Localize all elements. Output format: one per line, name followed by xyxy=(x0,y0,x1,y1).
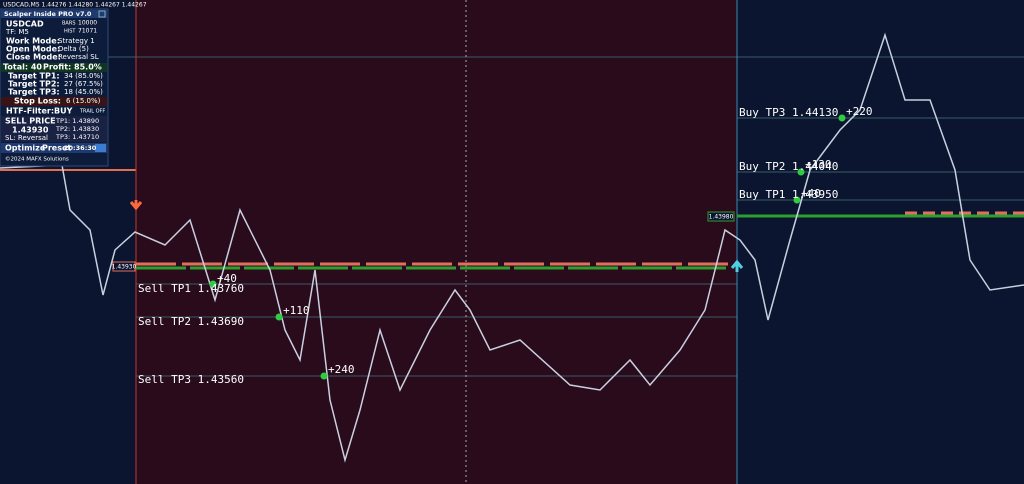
close-mode-label: Close Mode: xyxy=(6,53,61,62)
optimize-button[interactable]: Optimize xyxy=(5,144,46,153)
tp3-label: Target TP3: xyxy=(8,88,60,97)
work-mode-label: Work Mode: xyxy=(6,37,60,46)
tp3: 18 (45.0%) xyxy=(64,88,103,96)
bg-buy-zone xyxy=(737,0,1024,484)
profit: Profit: 85.0% xyxy=(43,63,102,72)
buy-tp3: Buy TP3 1.44130 xyxy=(739,106,838,119)
bars-label: BARS xyxy=(62,21,76,27)
timeframe: TF: M5 xyxy=(5,28,29,36)
buy-arrow xyxy=(730,259,744,272)
tp2: 27 (67.5%) xyxy=(64,80,103,88)
htf: BUY xyxy=(54,107,73,116)
price-tag xyxy=(707,211,735,222)
tp2-label: Target TP2: xyxy=(8,80,60,89)
sig-tp3: TP3: 1.43710 xyxy=(55,133,99,141)
time: 20:36:30 xyxy=(64,144,97,152)
buy-pips: +220 xyxy=(846,105,873,118)
panel-titlebar xyxy=(1,10,107,18)
hit-dot xyxy=(320,372,328,380)
buy-entry-tag: 1.43980 xyxy=(709,214,734,221)
close-mode: Reversal SL xyxy=(58,53,99,61)
trail: TRAIL OFF xyxy=(79,109,105,115)
bg-sell-zone xyxy=(136,0,737,484)
symbol: USDCAD xyxy=(6,20,44,29)
total: Total: 40 xyxy=(3,63,42,72)
hit-dots xyxy=(209,114,846,380)
copyright: ©2024 MAFX Solutions xyxy=(5,156,69,163)
sell-entry-tag: 1.43930 xyxy=(112,264,137,271)
panel: Scalper Inside PRO v7.0 USDCAD BARS 1000… xyxy=(0,8,109,167)
tp1: 34 (85.0%) xyxy=(64,72,103,80)
hist-label: HIST xyxy=(64,29,76,35)
sell-arrow xyxy=(129,200,143,211)
open-mode-label: Open Mode: xyxy=(6,45,60,54)
work-mode: Strategy 1 xyxy=(58,37,95,45)
sell-pips: +110 xyxy=(283,304,310,317)
signal-price: 1.43930 xyxy=(12,126,49,135)
next-button[interactable] xyxy=(95,144,106,152)
sl-row xyxy=(1,97,107,106)
sell-pips: +40 xyxy=(217,272,237,285)
hit-dot xyxy=(209,280,217,288)
button-bar xyxy=(1,143,107,153)
open-mode: Delta (5) xyxy=(58,45,89,53)
sig-tp1: TP1: 1.43890 xyxy=(55,117,99,125)
sell-pips: +240 xyxy=(328,363,355,376)
price-path xyxy=(0,32,1024,463)
signal-box xyxy=(1,116,107,142)
hit-dot xyxy=(797,168,805,176)
htf-label: HTF-Filter: xyxy=(6,107,54,116)
buy-pips: +130 xyxy=(805,158,832,171)
total-row xyxy=(1,63,107,72)
hist: 71071 xyxy=(78,28,97,35)
symbol-info: USDCAD,M5 1.44276 1.44280 1.44267 1.4426… xyxy=(3,2,147,9)
hit-dot xyxy=(838,114,846,122)
buy-tp1: Buy TP1 1.43950 xyxy=(739,188,838,201)
panel-title: Scalper Inside PRO v7.0 xyxy=(4,10,92,18)
preset-button[interactable]: Preset xyxy=(42,144,71,153)
sell-tp3: Sell TP3 1.43560 xyxy=(138,373,244,386)
price-tag xyxy=(112,261,136,272)
sl-label: Stop Loss: xyxy=(14,97,61,106)
hit-dot xyxy=(275,313,283,321)
buy-tp2: Buy TP2 1.44040 xyxy=(739,160,838,173)
minimize-button[interactable] xyxy=(98,10,106,18)
chart-labels: Sell TP1 1.43760 Sell TP2 1.43690 Sell T… xyxy=(138,105,873,386)
tp1-label: Target TP1: xyxy=(8,72,60,81)
sl: 6 (15.0%) xyxy=(66,97,101,105)
sell-tp2: Sell TP2 1.43690 xyxy=(138,315,244,328)
signal: SELL PRICE xyxy=(5,117,56,126)
buy-pips: +40 xyxy=(801,187,821,200)
sig-tp2: TP2: 1.43830 xyxy=(55,125,99,133)
bars: 10000 xyxy=(78,20,97,27)
levels xyxy=(0,56,1024,377)
sl-mode: SL: Reversal xyxy=(5,134,48,142)
hit-dot xyxy=(793,196,801,204)
sell-tp1: Sell TP1 1.43760 xyxy=(138,282,244,295)
